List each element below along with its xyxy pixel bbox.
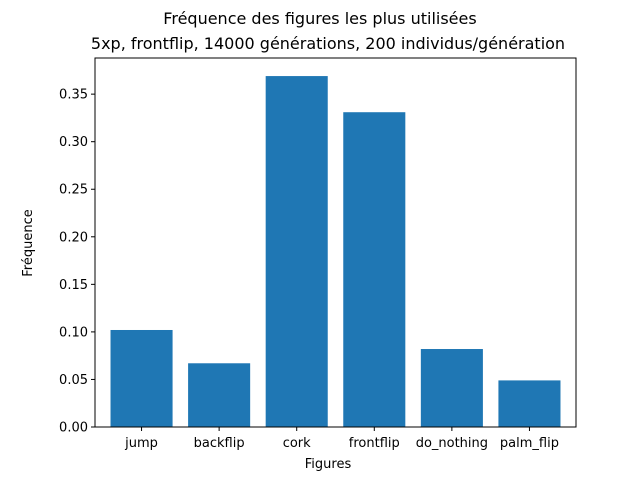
y-axis: 0.00 0.05 0.10 0.15 0.20 0.25 0.30 0.35 — [59, 88, 95, 436]
y-tick-label: 0.00 — [59, 421, 88, 436]
x-axis: jump backflip cork frontflip do_nothing palm_… — [124, 427, 559, 451]
x-tick-label: do_nothing — [416, 436, 488, 451]
bar-palm_flip — [498, 380, 561, 427]
x-tick-label: palm_flip — [500, 436, 559, 451]
x-tick-label: jump — [124, 436, 158, 451]
y-tick-label: 0.15 — [59, 278, 88, 293]
x-tick-label: cork — [283, 436, 311, 451]
bar-cork — [265, 76, 328, 427]
y-tick-label: 0.30 — [59, 135, 88, 150]
plot-frame — [94, 57, 577, 428]
chart-title: Fréquence des figures les plus utilisées — [163, 9, 476, 28]
y-tick-label: 0.35 — [59, 88, 88, 103]
bar-frontflip — [343, 112, 406, 428]
y-tick-label: 0.10 — [59, 325, 88, 340]
chart-subtitle: 5xp, frontflip, 14000 générations, 200 i… — [91, 34, 565, 53]
bar-do_nothing — [420, 349, 483, 427]
y-axis-label: Fréquence — [21, 209, 36, 276]
bars-group — [110, 76, 561, 428]
x-axis-label: Figures — [305, 457, 352, 472]
bar-backflip — [188, 363, 251, 427]
y-tick-label: 0.20 — [59, 230, 88, 245]
bar-jump — [110, 329, 173, 427]
x-tick-label: frontflip — [349, 436, 400, 451]
y-tick-label: 0.05 — [59, 373, 88, 388]
y-tick-label: 0.25 — [59, 183, 88, 198]
x-tick-label: backflip — [194, 436, 245, 451]
